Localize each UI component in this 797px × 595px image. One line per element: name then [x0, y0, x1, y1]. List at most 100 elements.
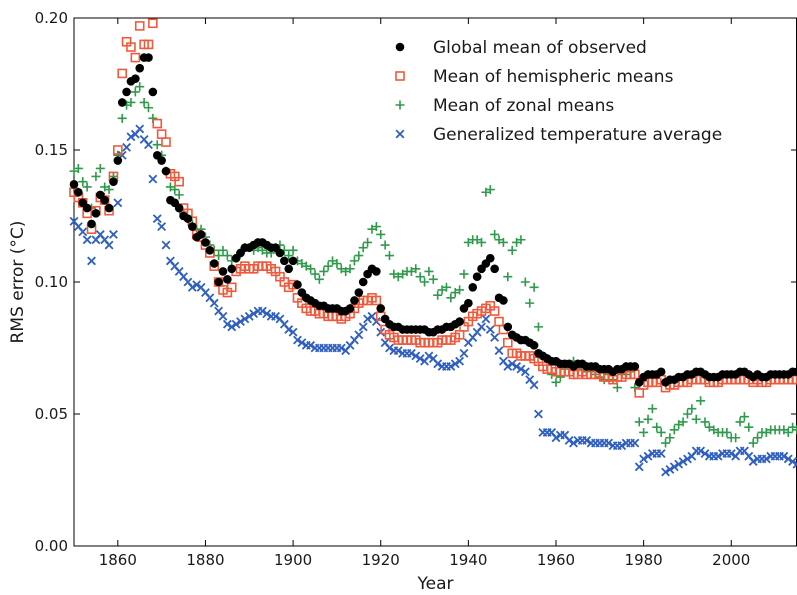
axis-ticks: 1860 1880 1900 1920 1940 1960 1980 2000 0.00 0.05… [35, 9, 797, 569]
data-point-x [82, 235, 92, 245]
data-point-x [297, 338, 307, 348]
data-point-x [700, 449, 710, 459]
data-point-plus [415, 272, 425, 282]
data-point-plus [420, 277, 430, 287]
data-point-x [257, 306, 267, 316]
data-point-square [152, 118, 163, 129]
data-point-circle [288, 256, 298, 266]
data-point-square [148, 18, 158, 29]
data-point-x [617, 441, 627, 451]
data-point-circle [227, 264, 237, 274]
data-point-x [218, 311, 228, 321]
data-point-plus [735, 417, 745, 427]
data-point-plus [170, 185, 180, 195]
data-point-plus [306, 264, 316, 274]
data-point-x [411, 351, 421, 361]
data-point-circle [490, 264, 499, 274]
data-point-plus [669, 425, 679, 435]
x-tick-label: 1940 [449, 551, 487, 569]
data-point-x [661, 467, 670, 477]
legend-label-zonal-means: Mean of zonal means [433, 96, 614, 116]
data-point-x [371, 317, 381, 327]
data-point-circle [214, 277, 223, 287]
data-point-circle [293, 280, 302, 289]
data-point-circle [122, 87, 131, 97]
data-point-plus [529, 282, 539, 292]
data-point-plus [477, 237, 487, 247]
data-point-plus [665, 433, 675, 443]
data-point-plus [310, 269, 320, 279]
data-point-x [135, 124, 145, 134]
data-point-x [507, 359, 517, 369]
data-point-x [446, 362, 456, 371]
data-point-x [788, 457, 797, 466]
data-point-x [481, 314, 491, 324]
data-point-x [284, 325, 294, 334]
data-point-plus [345, 264, 355, 274]
data-point-x [240, 314, 250, 324]
data-point-x [604, 438, 614, 448]
data-point-circle [148, 87, 158, 97]
data-point-plus [700, 417, 710, 427]
data-point-square [489, 306, 500, 316]
data-point-x [713, 451, 723, 461]
data-point-plus [380, 240, 390, 250]
data-point-circle [131, 74, 140, 84]
data-point-plus [459, 269, 469, 279]
data-point-circle [464, 298, 473, 308]
data-point-x [415, 354, 425, 363]
data-point-plus [551, 377, 561, 387]
legend-marker-circle [395, 42, 405, 52]
legend-item-zonal-means: Mean of zonal means [395, 96, 614, 116]
data-point-plus [652, 422, 662, 432]
data-point-circle [135, 63, 145, 73]
legend-swatch-plus [395, 100, 405, 110]
data-point-x [87, 256, 96, 266]
data-point-plus [687, 404, 697, 414]
data-point-plus [516, 235, 526, 245]
data-point-x [674, 459, 684, 469]
legend-marker-plus [395, 100, 405, 110]
data-point-x [104, 240, 114, 250]
data-point-plus [682, 409, 692, 419]
data-point-plus [612, 383, 622, 393]
data-point-x [249, 309, 259, 319]
data-point-square [134, 21, 145, 31]
data-point-plus [507, 245, 517, 255]
y-tick-label: 0.10 [35, 273, 68, 291]
data-point-x [534, 409, 543, 419]
data-point-plus [424, 266, 434, 276]
data-point-square [161, 137, 171, 147]
data-point-plus [411, 264, 421, 274]
data-point-circle [223, 275, 232, 284]
data-point-circle [792, 367, 797, 377]
data-point-x [761, 454, 771, 464]
legend-marker-x [395, 129, 405, 139]
data-point-circle [188, 222, 197, 231]
y-tick-label: 0.05 [35, 405, 68, 423]
data-point-plus [731, 433, 741, 443]
data-point-x [455, 356, 465, 366]
data-point-circle [161, 166, 171, 176]
data-point-x [354, 330, 364, 340]
y-axis-title: RMS error (°C) [8, 221, 28, 344]
data-point-plus [95, 163, 105, 173]
data-point-x [634, 462, 644, 472]
legend-label-global-observed: Global mean of observed [433, 38, 647, 58]
data-point-circle [183, 214, 193, 223]
data-point-x [656, 449, 666, 459]
data-point-circle [69, 180, 79, 189]
data-point-plus [218, 245, 228, 255]
data-point-x [569, 438, 578, 448]
data-point-plus [104, 185, 114, 195]
data-point-plus [349, 256, 359, 266]
data-point-x [385, 343, 394, 353]
data-point-circle [91, 209, 101, 218]
data-point-x [683, 454, 692, 464]
x-axis-title: Year [417, 574, 454, 594]
data-point-circle [87, 219, 96, 229]
series-square [69, 18, 797, 398]
data-point-x [363, 314, 373, 324]
